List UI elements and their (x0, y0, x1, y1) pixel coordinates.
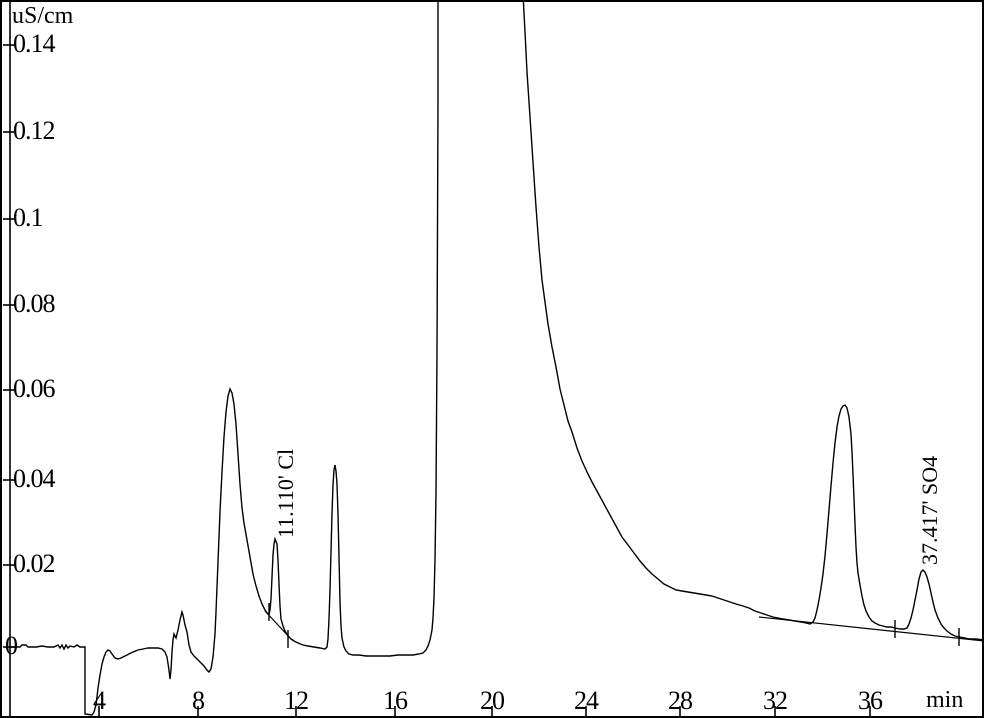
integration-baseline (758, 616, 982, 642)
y-tick-label: 0.04 (13, 464, 55, 493)
y-tick-label: 0.1 (13, 203, 43, 232)
conductivity-trace (11, 2, 982, 716)
y-axis-unit-label: uS/cm (12, 3, 74, 29)
y-tick-label: 0.08 (13, 289, 55, 318)
x-tick-label: 16 (383, 686, 408, 715)
x-tick-label: 36 (858, 686, 883, 715)
y-tick-label: 0.06 (13, 374, 55, 403)
peak-label: 11.110' Cl (273, 448, 298, 538)
x-tick-label: 32 (763, 686, 788, 715)
y-tick-label: 0.02 (13, 549, 55, 578)
x-tick-label: 28 (668, 686, 693, 715)
peak-label: 37.417' SO4 (917, 455, 942, 565)
integration-baseline-marks (264, 603, 982, 648)
conductivity-trace-line (11, 2, 982, 716)
y-tick-label: 0.14 (13, 29, 55, 58)
x-tick-label: 24 (574, 686, 599, 715)
y-tick-label: 0.12 (13, 116, 55, 145)
x-tick-label: 20 (480, 686, 505, 715)
x-tick-label: 4 (93, 686, 106, 715)
x-tick-label: 12 (284, 686, 309, 715)
y-tick-label: 0 (5, 631, 18, 660)
x-tick-label: 8 (192, 686, 205, 715)
x-axis-unit-label: min (926, 687, 964, 713)
